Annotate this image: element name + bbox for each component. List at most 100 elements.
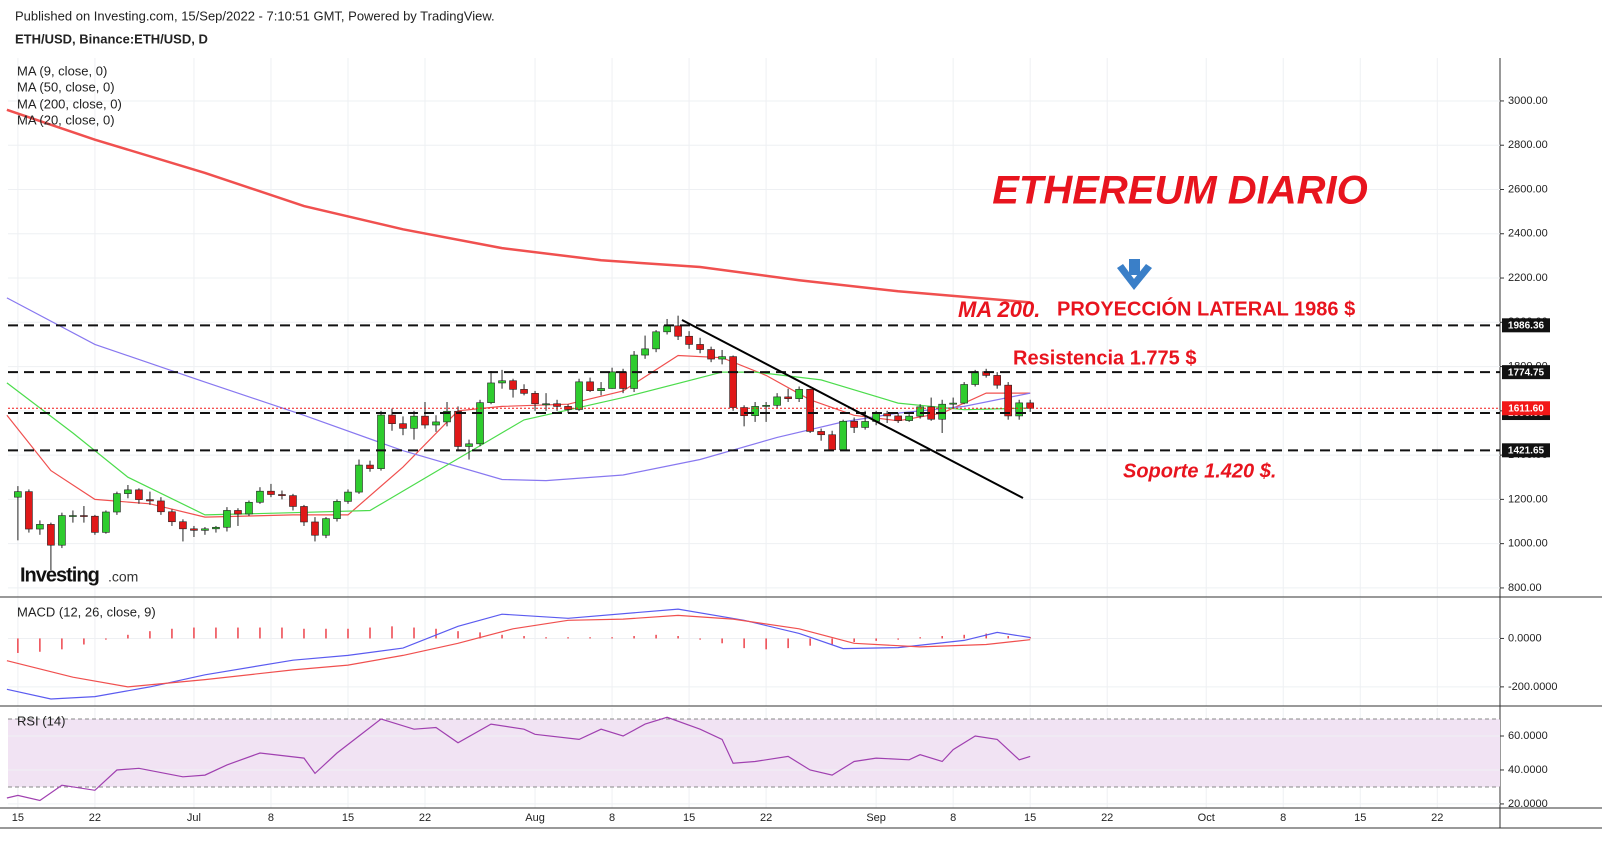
candle-body	[245, 501, 253, 515]
level-label: 1986.36	[1508, 320, 1545, 331]
y-tick-label: 2200.00	[1508, 272, 1548, 284]
x-tick-label: 22	[419, 812, 431, 824]
candle-body	[432, 421, 440, 426]
candle-body	[201, 528, 209, 531]
candle-body	[619, 371, 627, 389]
candle-body	[509, 380, 517, 390]
candle-body	[652, 331, 660, 350]
candle-body	[905, 415, 913, 421]
candle-body	[47, 524, 55, 546]
x-tick-label: Jul	[187, 812, 201, 824]
candle-body	[223, 510, 231, 528]
candle-body	[344, 491, 352, 502]
legend-entry: MA (9, close, 0)	[17, 63, 107, 78]
candle-body	[575, 381, 583, 410]
candle-body	[663, 325, 671, 333]
candle-body	[531, 393, 539, 405]
candle-body	[729, 356, 737, 408]
annotation-title: ETHEREUM DIARIO	[992, 169, 1368, 213]
y-tick-label: 2800.00	[1508, 139, 1548, 151]
candle-body	[795, 389, 803, 399]
candle-body	[421, 415, 429, 426]
annotation: Resistencia 1.775 $	[1013, 347, 1196, 369]
x-tick-label: 8	[609, 812, 615, 824]
ma-line	[6, 371, 1031, 516]
candle-body	[498, 380, 506, 384]
candle-body	[234, 510, 242, 515]
candle-body	[674, 325, 682, 337]
candle-body	[267, 490, 275, 495]
candle-body	[586, 381, 594, 391]
level-label-box	[1502, 318, 1550, 333]
candle-body	[190, 528, 198, 531]
y-tick-label: 2600.00	[1508, 183, 1548, 195]
candle-body	[553, 403, 561, 407]
current-price-label: 1611.60	[1508, 403, 1544, 414]
candle-body	[861, 421, 869, 428]
annotation: PROYECCIÓN LATERAL 1986 $	[1057, 296, 1355, 320]
candle-body	[641, 348, 649, 356]
published-note: Published on Investing.com, 15/Sep/2022 …	[15, 8, 495, 23]
candle-body	[487, 382, 495, 403]
x-tick-label: 22	[1101, 812, 1113, 824]
x-tick-label: 15	[1354, 812, 1366, 824]
macd-line	[6, 608, 1031, 700]
y-tick-label: 1000.00	[1508, 538, 1548, 550]
candle-body	[212, 526, 220, 530]
candle-body	[278, 494, 286, 496]
candle-body	[740, 407, 748, 417]
candle-body	[817, 431, 825, 436]
candle-body	[443, 410, 451, 423]
y-tick-label: 1200.00	[1508, 493, 1548, 505]
x-tick-label: 22	[89, 812, 101, 824]
candle-body	[311, 521, 319, 536]
background-layer	[0, 58, 1602, 829]
candle-body	[938, 403, 946, 420]
candle-body	[124, 489, 132, 494]
candle-body	[465, 443, 473, 447]
candle-body	[1004, 384, 1012, 417]
legend-entry: MA (20, close, 0)	[17, 112, 115, 127]
candle-body	[993, 375, 1001, 386]
candle-body	[476, 402, 484, 445]
mark-layer: 15 22 Jul 8 15 22 Aug 8 15 22 Sep 8 15 22 Oct 8 15 22 800.…	[6, 95, 1558, 824]
candle-body	[146, 499, 154, 502]
candle-body	[685, 335, 693, 345]
candle-body	[454, 410, 462, 447]
x-tick-label: 15	[683, 812, 695, 824]
macd-title: MACD (12, 26, close, 9)	[17, 604, 156, 619]
candle-body	[69, 515, 77, 517]
candle-body	[102, 511, 110, 533]
candle-body	[762, 405, 770, 407]
candle-body	[608, 371, 616, 389]
x-tick-label: Aug	[525, 812, 545, 824]
y-tick-label: -200.0000	[1508, 681, 1558, 693]
candle-body	[949, 402, 957, 405]
candle-body	[80, 515, 88, 517]
candle-body	[300, 506, 308, 523]
candle-body	[333, 501, 341, 519]
current-price-box	[1502, 401, 1550, 416]
legend-entry: MA (200, close, 0)	[17, 96, 122, 111]
x-tick-label: 15	[1024, 812, 1036, 824]
logo-suffix: .com	[108, 569, 138, 585]
x-tick-label: Oct	[1198, 812, 1215, 824]
candle-body	[806, 389, 814, 432]
annotation: MA 200.	[958, 297, 1040, 322]
candle-body	[696, 344, 704, 350]
x-tick-label: 8	[1280, 812, 1286, 824]
candle-body	[707, 349, 715, 360]
rsi-line	[6, 716, 1031, 802]
y-tick-label: 2400.00	[1508, 228, 1548, 240]
legend-entry: MA (50, close, 0)	[17, 79, 115, 94]
candle-body	[597, 388, 605, 391]
candle-body	[542, 403, 550, 406]
level-label: 1421.65	[1508, 445, 1545, 456]
level-label-box	[1502, 443, 1550, 458]
candle-body	[883, 413, 891, 417]
y-tick-label: 0.0000	[1508, 632, 1542, 644]
ma-line	[6, 108, 1031, 304]
symbol-label: ETH/USD, Binance:ETH/USD, D	[15, 31, 208, 46]
candle-body	[179, 521, 187, 530]
candle-body	[894, 415, 902, 421]
